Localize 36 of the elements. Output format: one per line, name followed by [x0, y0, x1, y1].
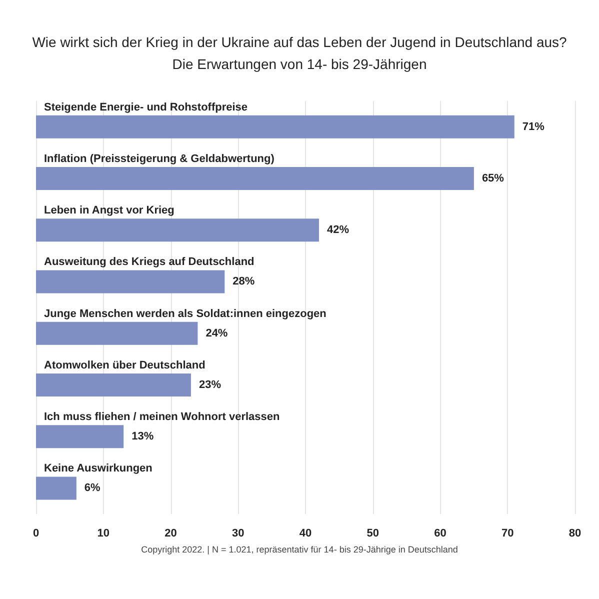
data-label: 42%	[326, 224, 350, 236]
bar	[36, 115, 514, 138]
x-tick-label: 60	[434, 528, 446, 540]
data-label: 13%	[132, 430, 154, 443]
x-tick-label: 30	[232, 528, 244, 540]
data-label: 28%	[232, 276, 255, 288]
data-label: 65%	[482, 172, 504, 184]
bar	[36, 322, 198, 345]
x-tick-label: 70	[502, 528, 514, 540]
x-tick-label: 50	[366, 528, 379, 540]
bar	[36, 476, 76, 500]
y-tick-label: Leben in Angst vor Krieg	[44, 204, 174, 217]
x-tick-label: 10	[97, 528, 110, 540]
y-tick-label: Ich muss fliehen / meinen Wohnort verlassen	[44, 411, 280, 424]
bar	[36, 218, 319, 242]
y-tick-label: Steigende Energie- und Rohstoffpreise	[44, 101, 248, 114]
y-tick-label: Keine Auswirkungen	[44, 462, 153, 475]
y-tick-label: Atomwolken über Deutschland	[44, 359, 206, 372]
data-label: 24%	[206, 327, 228, 340]
y-tick-label: Ausweitung des Kriegs auf Deutschland	[44, 256, 254, 268]
x-tick-label: 0	[32, 528, 40, 540]
x-tick-label: 20	[164, 528, 177, 540]
text: Copyright 2022. | N = 1.021, repräsentativ für 14- bis 29-Jährige in Deutschland	[141, 544, 458, 554]
y-tick-label: Junge Menschen werden als Soldat:innen eingezogen	[44, 308, 327, 320]
bar	[36, 373, 191, 396]
bar	[36, 166, 474, 190]
y-tick-label: Inflation (Preissteigerung & Geldabwertung)	[44, 152, 275, 165]
data-label: 6%	[84, 482, 101, 494]
bar	[36, 270, 225, 294]
x-tick-label: 80	[568, 528, 582, 540]
chart-title: Wie wirkt sich der Krieg in der Ukraine auf das Leben der Jugend in Deutschland aus?	[32, 34, 568, 50]
bar	[36, 425, 124, 448]
chart-subtitle: Die Erwartungen von 14- bis 29-Jährigen	[172, 56, 427, 72]
data-label: 71%	[522, 120, 545, 133]
data-label: 23%	[198, 378, 222, 391]
x-tick-label: 40	[299, 528, 312, 540]
